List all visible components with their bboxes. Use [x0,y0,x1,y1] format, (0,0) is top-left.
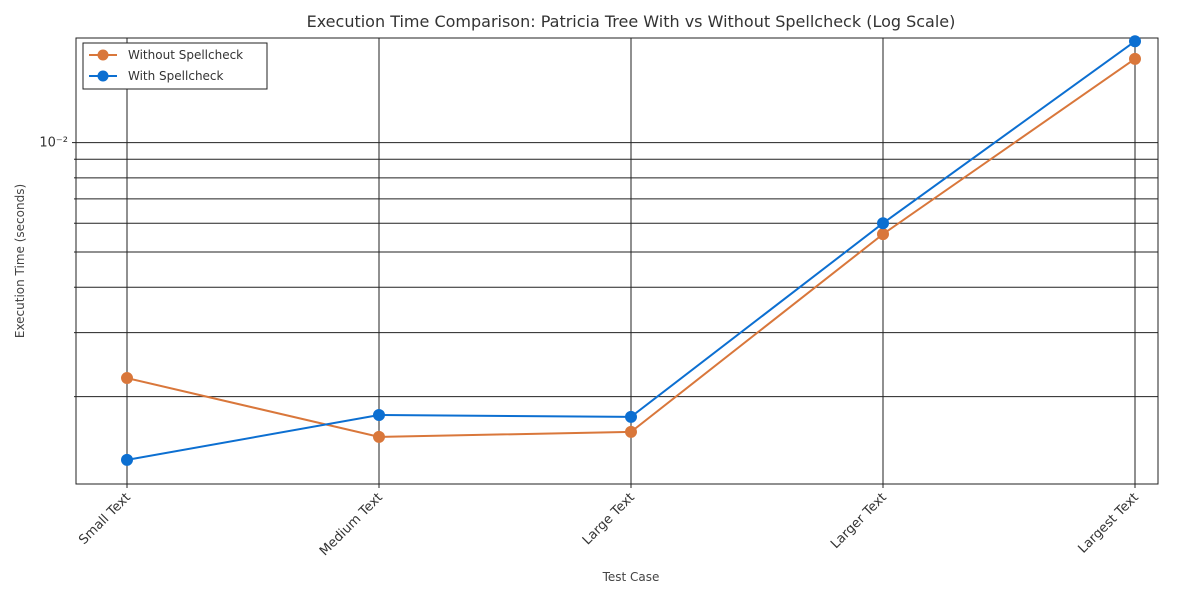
chart-title: Execution Time Comparison: Patricia Tree… [307,12,956,31]
plot-frame [75,37,1159,485]
legend-box [82,42,268,90]
x-tick-label: Medium Text [317,490,386,559]
data-point [1129,35,1141,48]
data-point [877,217,889,230]
series [121,35,1141,466]
data-point [373,409,385,422]
x-tick-label: Small Text [76,490,134,548]
grid [76,38,1158,484]
data-point [373,430,385,443]
y-tick-label: 10⁻² [39,136,68,151]
legend-label: With Spellcheck [128,69,224,83]
x-tick-label: Larger Text [828,490,890,552]
data-point [625,410,637,423]
x-tick-label: Large Text [580,490,638,548]
data-point [121,453,133,466]
series-1 [121,52,1141,443]
data-point [121,372,133,385]
legend-label: Without Spellcheck [128,48,243,62]
legend: Without Spellcheck With Spellcheck [82,42,268,90]
x-tick-label: Largest Text [1075,490,1141,556]
legend-marker [97,70,109,82]
y-axis-label: Execution Time (seconds) [13,184,27,338]
data-point [625,425,637,438]
x-axis-label: Test Case [602,570,660,584]
legend-marker [97,49,109,61]
data-point [877,228,889,241]
data-point [1129,52,1141,65]
y-axis: 10⁻² [39,136,76,398]
x-axis: Small Text Medium Text Large Text Larger Te… [76,484,1142,559]
series-2 [121,35,1141,466]
